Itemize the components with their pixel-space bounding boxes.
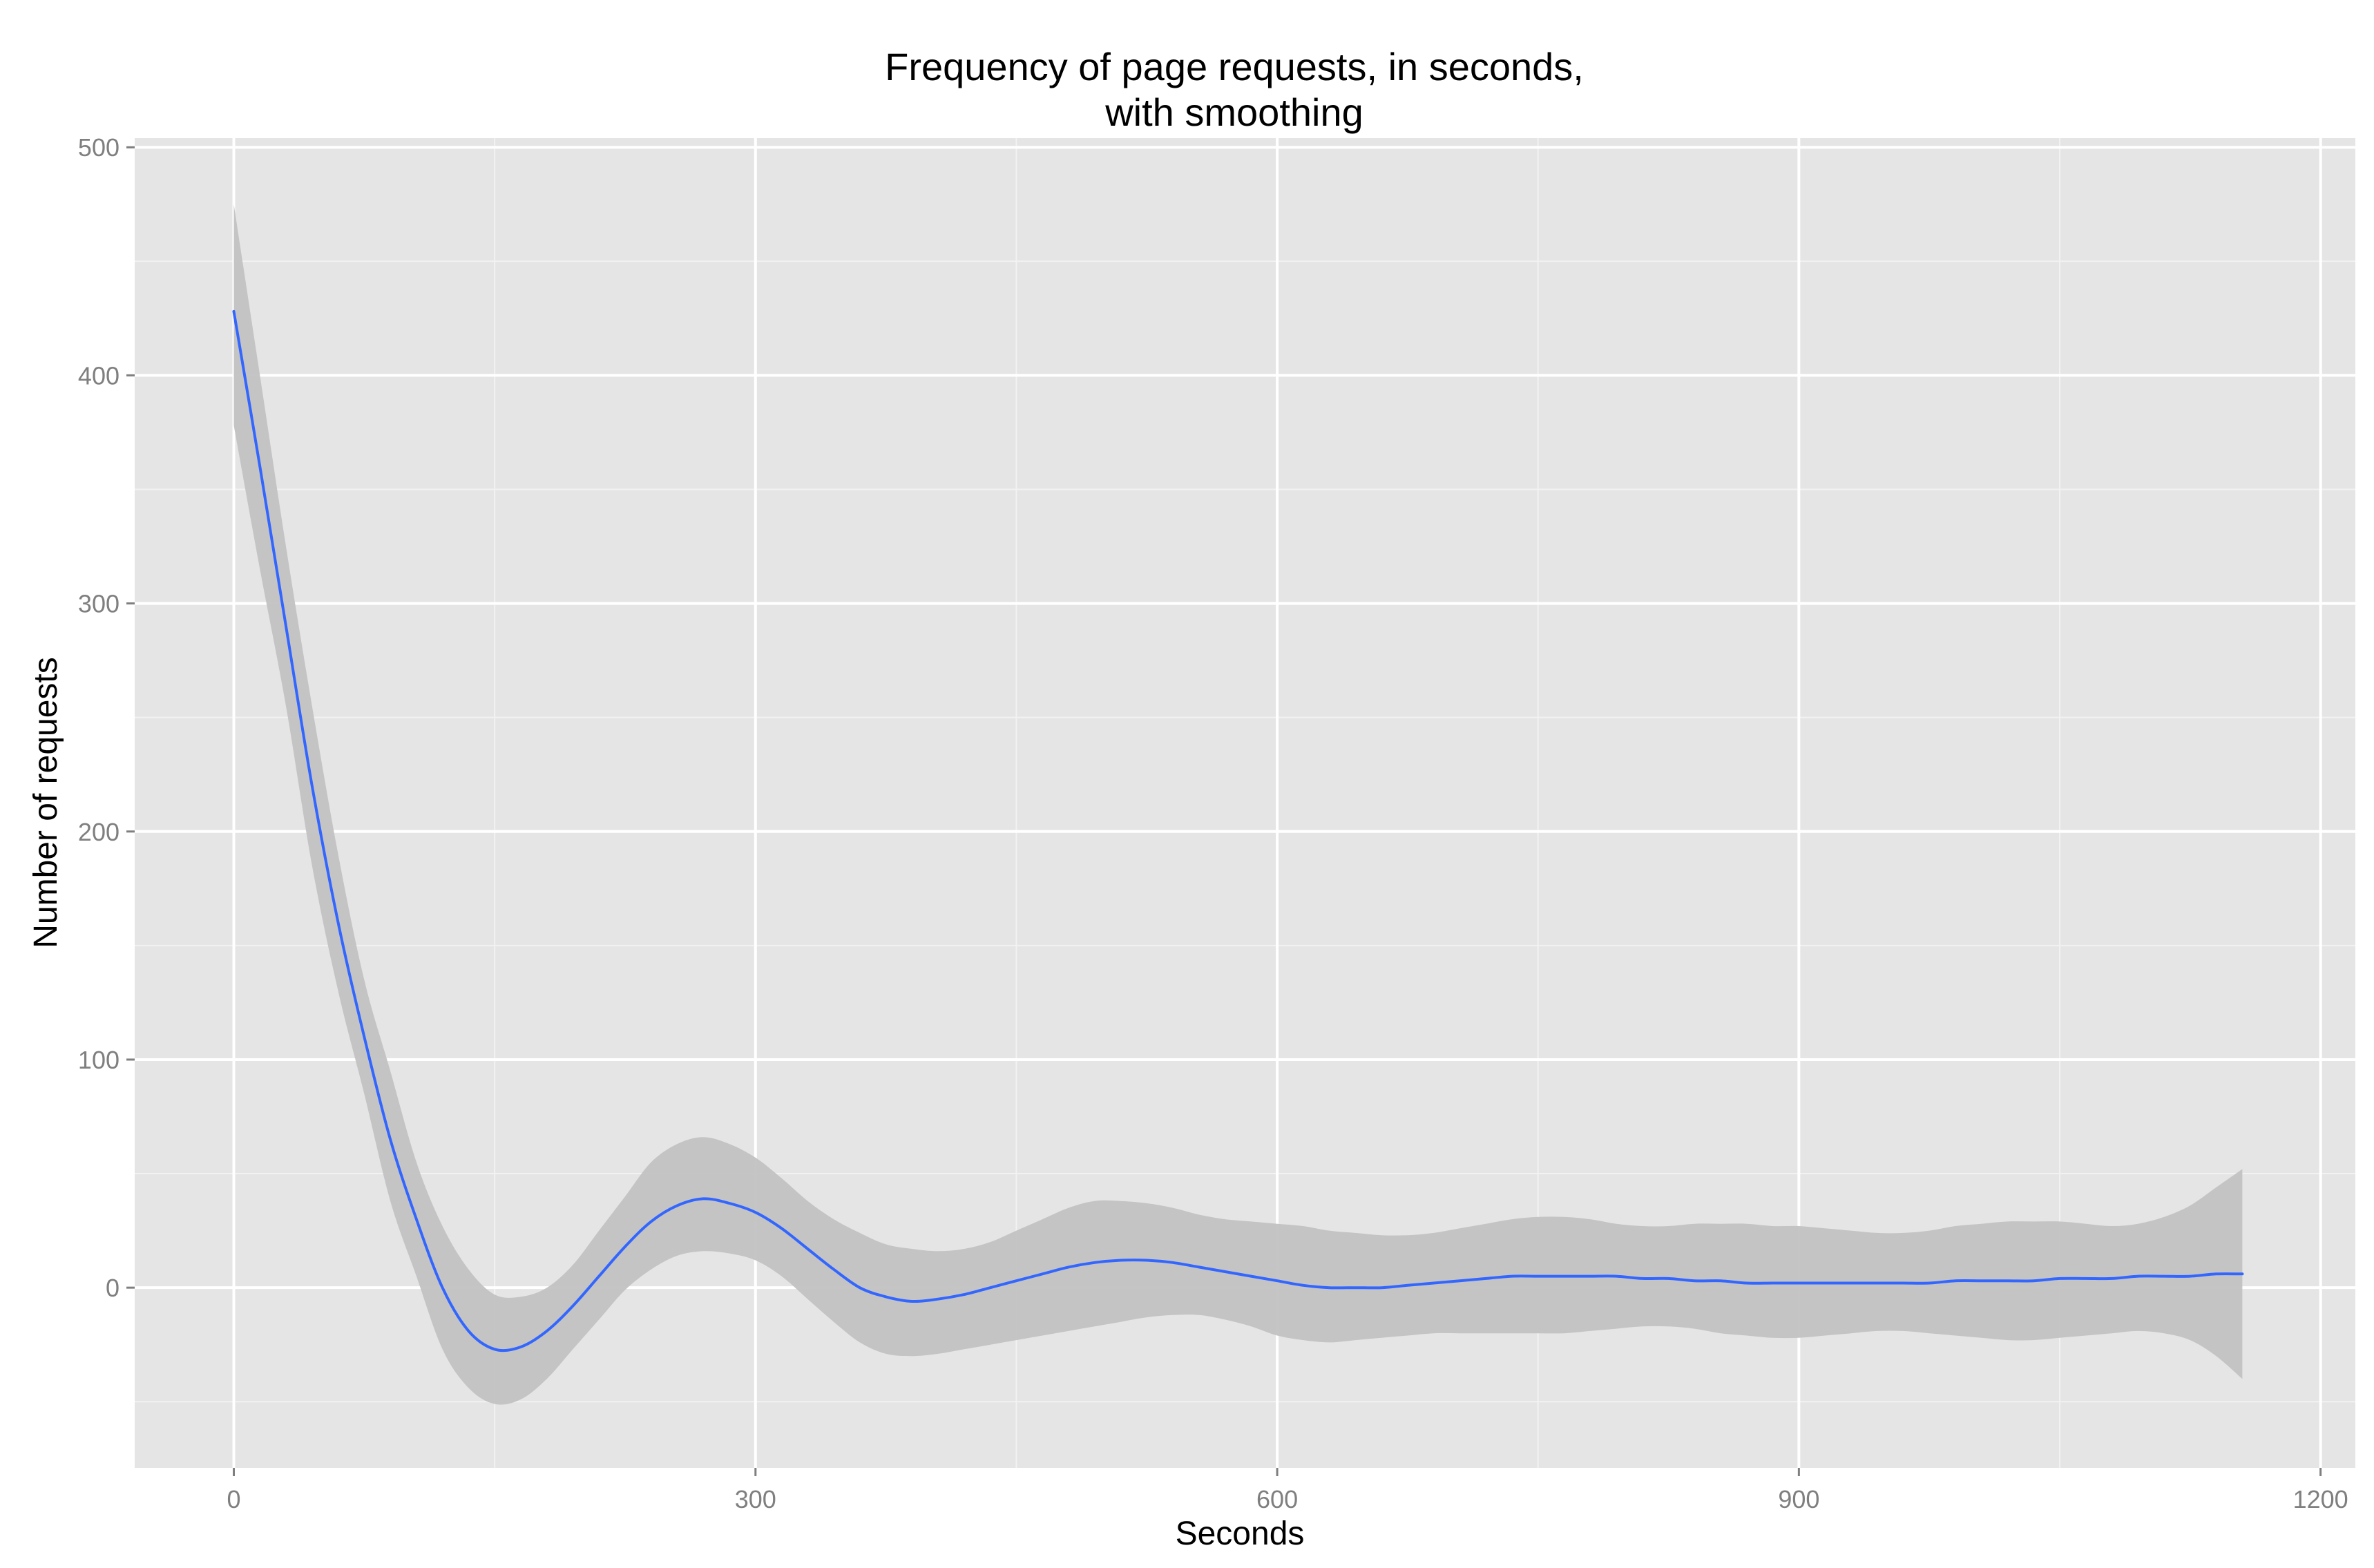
x-axis-ticks: 0 300 600 900 1200 [227,1468,2348,1513]
chart-title-line-2: with smoothing [1104,90,1363,134]
y-tick-label: 300 [78,590,119,618]
y-tick-label: 200 [78,818,119,846]
y-axis-title: Number of requests [28,657,64,948]
x-tick-label: 300 [735,1485,776,1513]
smoothed-line [232,309,2244,1352]
x-axis-title: Seconds [1176,1516,1305,1552]
y-tick-label: 0 [106,1274,119,1302]
x-tick-label: 1200 [2293,1485,2348,1513]
smoothed-line-layer [232,309,2244,1352]
y-tick-label: 400 [78,361,119,390]
x-tick-label: 0 [227,1485,240,1513]
chart-title-line-1: Frequency of page requests, in seconds, [885,45,1584,88]
confidence-band [233,204,2243,1405]
confidence-band-layer [233,204,2243,1405]
y-tick-label: 100 [78,1046,119,1074]
x-tick-label: 900 [1778,1485,1819,1513]
y-tick-label: 500 [78,133,119,162]
x-tick-label: 600 [1256,1485,1298,1513]
y-axis-ticks: 0 100 200 300 400 500 [78,133,135,1302]
